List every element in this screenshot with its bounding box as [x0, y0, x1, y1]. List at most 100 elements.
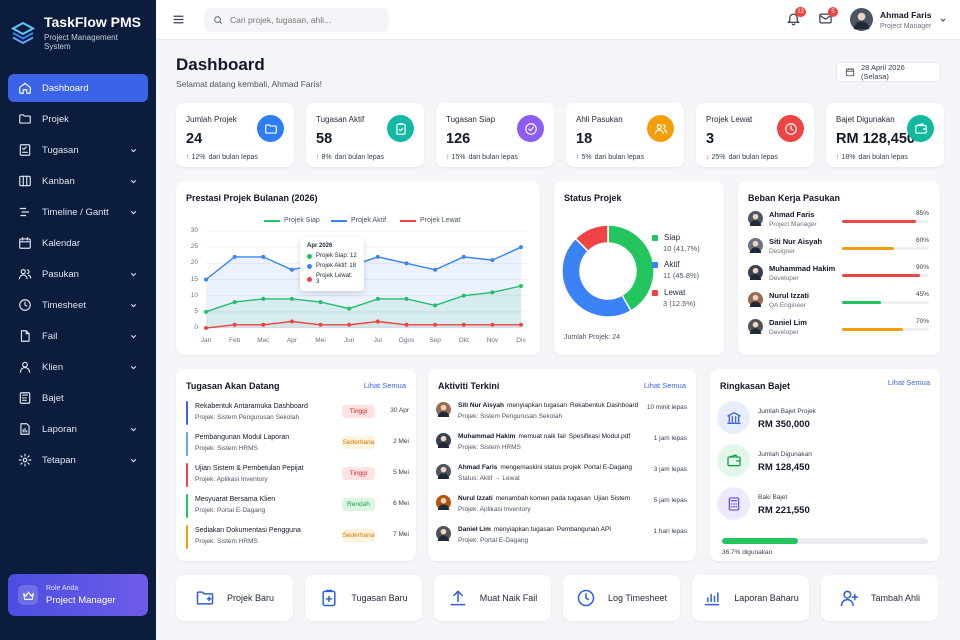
- data-point[interactable]: [232, 322, 237, 327]
- task-item[interactable]: Sediakan Dokumentasi Pengguna Projek: Sis…: [186, 525, 411, 550]
- legend-item[interactable]: Projek Siap: [264, 217, 320, 224]
- sidebar-item-timesheet[interactable]: Timesheet: [8, 291, 148, 319]
- donut-slice[interactable]: [561, 237, 633, 318]
- user-menu[interactable]: Ahmad Faris Project Manager: [850, 8, 947, 31]
- status-legend-item[interactable]: Siap: [652, 233, 680, 242]
- activity-item[interactable]: Siti Nur Aisyah menyiapkan tugasan Rekaben…: [436, 402, 687, 427]
- data-point[interactable]: [375, 319, 380, 324]
- data-point[interactable]: [404, 296, 409, 301]
- quick-action-projek-baru[interactable]: Projek Baru: [176, 575, 293, 621]
- task-due-date: 7 Mei: [393, 531, 409, 538]
- activity-item[interactable]: Ahmad Faris mengemaskini status projek Por…: [436, 464, 687, 489]
- data-point[interactable]: [289, 296, 294, 301]
- status-legend-item[interactable]: Lewat: [652, 288, 685, 297]
- data-point[interactable]: [289, 319, 294, 324]
- data-point[interactable]: [204, 309, 208, 314]
- workload-member[interactable]: Muhammad Hakim Developer 90%: [748, 264, 929, 286]
- workload-member[interactable]: Siti Nur Aisyah Designer 60%: [748, 237, 929, 259]
- data-point[interactable]: [433, 322, 438, 327]
- sidebar-item-fail[interactable]: Fail: [8, 322, 148, 350]
- data-point[interactable]: [204, 277, 208, 282]
- menu-icon[interactable]: [172, 13, 185, 26]
- data-point[interactable]: [433, 267, 438, 272]
- search-box[interactable]: [204, 8, 389, 32]
- workload-member[interactable]: Nurul Izzati QA Engineer 45%: [748, 291, 929, 313]
- donut-slice[interactable]: [574, 224, 609, 253]
- data-point[interactable]: [318, 300, 323, 305]
- data-point[interactable]: [461, 322, 466, 327]
- date-picker[interactable]: 28 April 2026 (Selasa): [836, 62, 941, 82]
- data-point[interactable]: [261, 296, 266, 301]
- data-point[interactable]: [461, 254, 466, 259]
- data-point[interactable]: [433, 303, 438, 308]
- activity-view-all-link[interactable]: Lihat Semua: [643, 381, 686, 390]
- task-item[interactable]: Rekabentuk Antaramuka Dashboard Projek: S…: [186, 401, 411, 426]
- data-point[interactable]: [519, 283, 523, 288]
- quick-action-tambah-ahli[interactable]: Tambah Ahli: [821, 575, 938, 621]
- status-legend-item[interactable]: Aktif: [652, 260, 680, 269]
- data-point[interactable]: [347, 322, 352, 327]
- task-item[interactable]: Mesyuarat Bersama Klien Projek: Portal E-…: [186, 494, 411, 519]
- workload-member[interactable]: Daniel Lim Developer 70%: [748, 318, 929, 340]
- quick-action-muat-naik-fail[interactable]: Muat Naik Fail: [434, 575, 551, 621]
- data-point[interactable]: [261, 322, 266, 327]
- data-point[interactable]: [519, 245, 523, 250]
- notification-bell[interactable]: 12: [786, 7, 806, 26]
- data-point[interactable]: [404, 322, 409, 327]
- data-point[interactable]: [375, 254, 380, 259]
- stat-card[interactable]: Tugasan Siap 126 ↑ 15% dari bulan lepas: [436, 103, 554, 167]
- upcoming-view-all-link[interactable]: Lihat Semua: [363, 381, 406, 390]
- status-value: 10 (41.7%): [663, 244, 700, 253]
- task-item[interactable]: Pembangunan Modul Laporan Projek: Sistem …: [186, 432, 411, 457]
- role-card[interactable]: Role Anda Project Manager: [8, 574, 148, 616]
- area-chart-svg: [204, 230, 527, 330]
- stat-card[interactable]: Projek Lewat 3 ↓ 25% dari bulan lepas: [696, 103, 814, 167]
- data-point[interactable]: [375, 296, 380, 301]
- data-point[interactable]: [204, 326, 208, 330]
- data-point[interactable]: [318, 322, 323, 327]
- donut-slice[interactable]: [607, 224, 655, 312]
- search-input[interactable]: [230, 15, 380, 25]
- activity-time: 1 hari lepas: [653, 528, 687, 535]
- budget-view-all-link[interactable]: Lihat Semua: [887, 378, 930, 387]
- sidebar-item-laporan[interactable]: Laporan: [8, 415, 148, 443]
- quick-action-log-timesheet[interactable]: Log Timesheet: [563, 575, 680, 621]
- sidebar-item-kanban[interactable]: Kanban: [8, 167, 148, 195]
- data-point[interactable]: [490, 290, 495, 295]
- sidebar-item-projek[interactable]: Projek: [8, 105, 148, 133]
- sidebar-item-dashboard[interactable]: Dashboard: [8, 74, 148, 102]
- sidebar-item-tugasan[interactable]: Tugasan: [8, 136, 148, 164]
- workload-member[interactable]: Ahmad Faris Project Manager 85%: [748, 210, 929, 232]
- data-point[interactable]: [289, 267, 294, 272]
- data-point[interactable]: [461, 293, 466, 298]
- sidebar-item-klien[interactable]: Klien: [8, 353, 148, 381]
- legend-item[interactable]: Projek Aktif: [331, 217, 386, 224]
- activity-item[interactable]: Muhammad Hakim memuat naik fail Spesifikas…: [436, 433, 687, 458]
- messages-button[interactable]: 5: [818, 7, 838, 26]
- data-point[interactable]: [232, 254, 237, 259]
- brand[interactable]: TaskFlow PMS Project Management System: [0, 0, 156, 65]
- quick-action-tugasan-baru[interactable]: Tugasan Baru: [305, 575, 422, 621]
- sidebar-item-kalendar[interactable]: Kalendar: [8, 229, 148, 257]
- data-point[interactable]: [519, 322, 523, 327]
- stat-card[interactable]: Ahli Pasukan 18 ↑ 5% dari bulan lepas: [566, 103, 684, 167]
- sidebar-item-timeline-gantt[interactable]: Timeline / Gantt: [8, 198, 148, 226]
- data-point[interactable]: [490, 322, 495, 327]
- legend-item[interactable]: Projek Lewat: [400, 217, 460, 224]
- data-point[interactable]: [261, 254, 266, 259]
- activity-item[interactable]: Nurul Izzati menambah komen pada tugasan U…: [436, 495, 687, 520]
- activity-item[interactable]: Daniel Lim menyiapkan tugasan Pembangunan …: [436, 526, 687, 551]
- data-point[interactable]: [347, 306, 352, 311]
- quick-action-laporan-baharu[interactable]: Laporan Baharu: [692, 575, 809, 621]
- sidebar-item-tetapan[interactable]: Tetapan: [8, 446, 148, 474]
- stat-card[interactable]: Bajet Digunakan RM 128,450 ↑ 18% dari bulan…: [826, 103, 944, 167]
- stat-card[interactable]: Jumlah Projek 24 ↑ 12% dari bulan lepas: [176, 103, 294, 167]
- sidebar-item-pasukan[interactable]: Pasukan: [8, 260, 148, 288]
- budget-value: RM 350,000: [758, 419, 810, 430]
- stat-card[interactable]: Tugasan Aktif 58 ↑ 8% dari bulan lepas: [306, 103, 424, 167]
- sidebar-item-bajet[interactable]: Bajet: [8, 384, 148, 412]
- task-item[interactable]: Ujian Sistem & Pembetulan Pepijat Projek:…: [186, 463, 411, 488]
- data-point[interactable]: [490, 258, 495, 263]
- data-point[interactable]: [232, 300, 237, 305]
- data-point[interactable]: [404, 261, 409, 266]
